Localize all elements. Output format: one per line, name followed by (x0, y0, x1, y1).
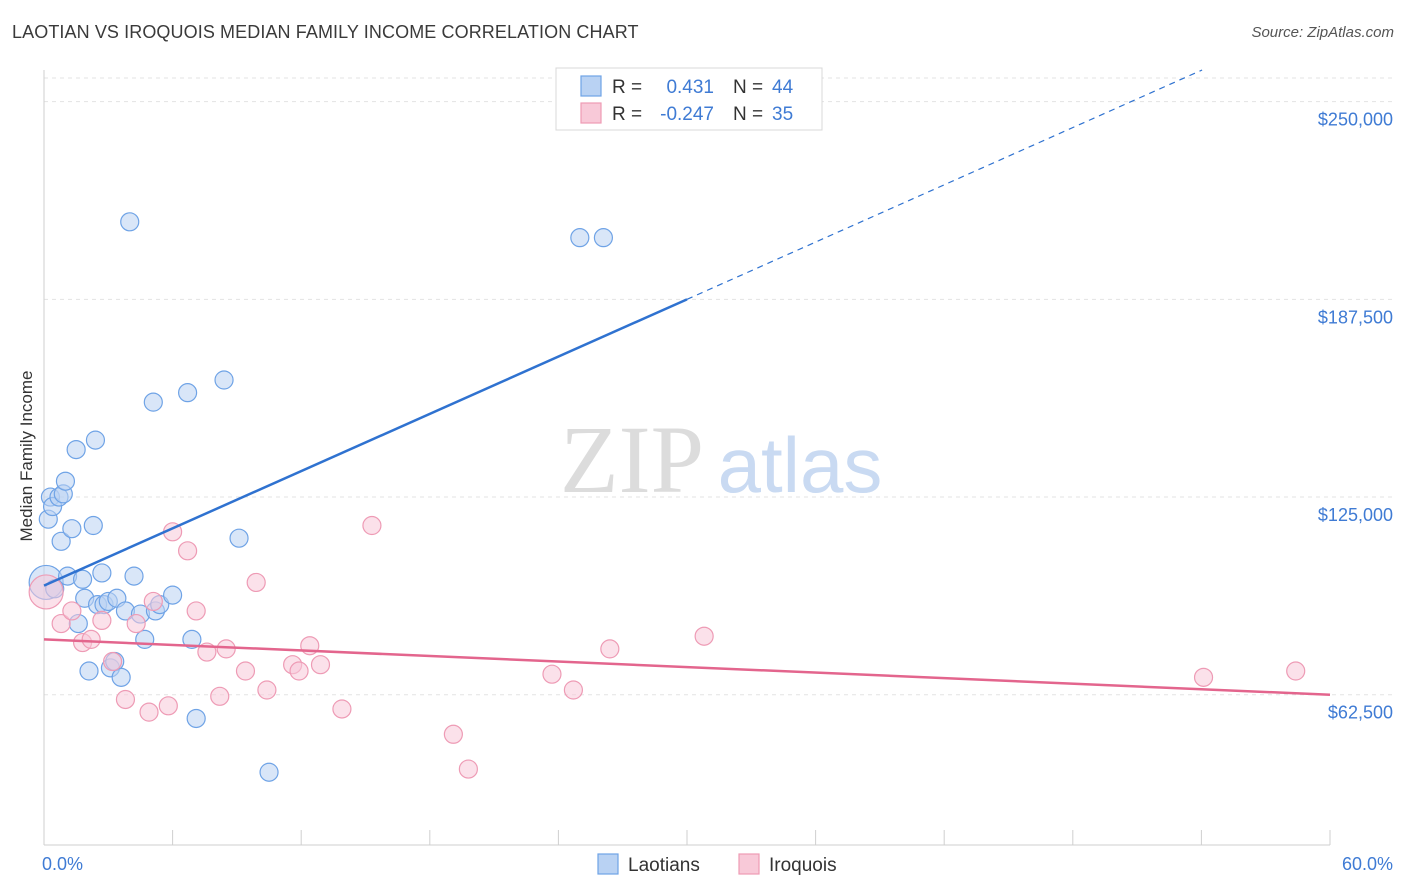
laotians-point-37 (186, 708, 206, 729)
iroquois-point-29 (542, 664, 562, 684)
legend-n-label-2: N = (733, 104, 763, 125)
iroquois-point-10 (143, 591, 163, 612)
gridlines (44, 77, 1394, 696)
laotians-point-31 (143, 392, 163, 412)
iroquois-point-0 (28, 574, 64, 610)
iroquois-point-7 (115, 689, 136, 710)
iroquois-point-30 (563, 680, 584, 700)
iroquois-point-18 (235, 661, 256, 681)
laotians-point-34 (163, 585, 183, 605)
laotians-point-36 (182, 629, 202, 649)
iroquois-point-26 (362, 515, 382, 536)
series-legend-swatch-iroquois (738, 853, 760, 875)
y-axis-label: Median Family Income (17, 370, 36, 541)
legend-r-label-1: R = (612, 77, 642, 98)
y-axis-tick-labels: $62,500 $125,000 $187,500 $250,000 (1318, 110, 1393, 723)
legend-swatch-laotians (580, 75, 602, 97)
laotians-point-25 (111, 667, 131, 687)
laotians-point-8 (55, 471, 76, 491)
stats-legend: R = 0.431 N = 44 R = -0.247 N = 35 (555, 67, 823, 131)
legend-r-value-1: 0.431 (666, 77, 714, 98)
legend-swatch-iroquois (580, 102, 602, 124)
laotians-point-13 (72, 569, 93, 589)
iroquois-point-28 (458, 759, 478, 779)
x-tick-label-min: 0.0% (42, 854, 83, 874)
trend-lines (43, 69, 1331, 696)
y-tick-label-0: $62,500 (1328, 703, 1393, 723)
iroquois-point-22 (289, 661, 309, 681)
y-tick-label-3: $250,000 (1318, 110, 1393, 130)
laotians-point-10 (62, 519, 82, 539)
iroquois-point-17 (216, 639, 236, 659)
iroquois-point-20 (257, 680, 277, 700)
laotians-point-15 (79, 661, 99, 681)
x-axis-ticks (43, 830, 1331, 845)
watermark-atlas: atlas (718, 421, 883, 509)
iroquois-point-9 (139, 702, 159, 722)
laotians-point-27 (120, 212, 140, 232)
laotians-trend-extension (686, 69, 1203, 300)
laotians-point-38 (214, 370, 234, 390)
laotians-point-39 (229, 528, 249, 548)
iroquois-point-32 (694, 626, 714, 646)
iroquois-point-5 (92, 610, 112, 631)
iroquois-point-31 (600, 639, 620, 659)
laotians-point-30 (135, 629, 155, 649)
legend-r-label-2: R = (612, 104, 642, 125)
iroquois-point-13 (178, 541, 198, 561)
iroquois-point-16 (210, 686, 230, 706)
iroquois-point-2 (62, 601, 82, 621)
iroquois-point-34 (1286, 661, 1306, 681)
laotians-point-16 (83, 515, 103, 536)
legend-r-value-2: -0.247 (660, 104, 714, 125)
iroquois-point-33 (1193, 667, 1214, 687)
iroquois-trend-line (43, 638, 1331, 696)
watermark: ZIP atlas (560, 406, 882, 513)
laotians-point-28 (124, 566, 144, 586)
laotians-trend-line (43, 298, 688, 587)
iroquois-point-11 (158, 696, 178, 716)
iroquois-point-6 (102, 651, 123, 672)
laotians-point-19 (92, 563, 112, 583)
iroquois-point-25 (332, 699, 352, 719)
legend-n-value-2: 35 (772, 104, 793, 125)
iroquois-point-8 (126, 613, 146, 634)
source-credit: Source: ZipAtlas.com (1251, 24, 1394, 41)
series-legend-label-iroquois: Iroquois (769, 855, 837, 876)
iroquois-point-24 (310, 655, 331, 675)
laotians-point-40 (259, 762, 279, 782)
laotians-point-11 (66, 439, 86, 460)
series-legend: Laotians Iroquois (597, 853, 837, 876)
x-tick-label-max: 60.0% (1342, 854, 1393, 874)
iroquois-point-14 (186, 601, 206, 621)
iroquois-point-19 (246, 572, 266, 593)
laotians-point-41 (570, 228, 590, 248)
iroquois-point-1 (51, 613, 71, 634)
chart-title: LAOTIAN VS IROQUOIS MEDIAN FAMILY INCOME… (12, 22, 639, 42)
laotians-point-6 (51, 531, 71, 551)
iroquois-point-4 (81, 629, 101, 649)
legend-n-value-1: 44 (772, 77, 794, 98)
y-tick-label-2: $187,500 (1318, 307, 1393, 327)
series-legend-label-laotians: Laotians (628, 855, 700, 876)
watermark-zip: ZIP (560, 406, 704, 513)
laotians-point-17 (85, 430, 106, 450)
series-legend-swatch-laotians (597, 853, 619, 875)
y-tick-label-1: $125,000 (1318, 505, 1393, 525)
laotians-point-35 (178, 383, 198, 403)
legend-n-label-1: N = (733, 77, 763, 98)
iroquois-point-27 (443, 724, 463, 744)
laotians-point-42 (593, 228, 614, 248)
